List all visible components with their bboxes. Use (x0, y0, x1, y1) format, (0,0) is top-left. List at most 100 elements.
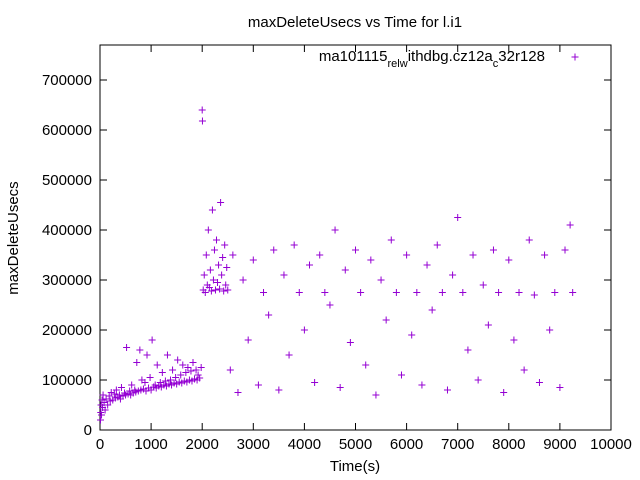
data-point (311, 379, 319, 386)
data-point (148, 336, 156, 344)
data-point (428, 306, 436, 314)
y-tick-label: 300000 (42, 272, 92, 289)
data-point (216, 285, 224, 293)
data-point (377, 276, 385, 284)
data-point (408, 331, 416, 339)
x-tick-label: 5000 (339, 436, 372, 453)
data-point (515, 289, 523, 296)
data-point (204, 226, 212, 234)
data-point (104, 401, 112, 409)
x-axis-title: Time(s) (330, 458, 380, 475)
data-point (101, 406, 109, 414)
data-point (535, 379, 543, 386)
data-point (331, 226, 339, 234)
data-point (260, 289, 268, 296)
data-point (226, 366, 234, 374)
data-point (123, 344, 131, 351)
data-point (249, 256, 257, 264)
data-point (182, 369, 190, 376)
data-point (201, 289, 209, 296)
data-point (209, 276, 217, 284)
data-point (222, 281, 230, 289)
data-point (215, 261, 223, 269)
legend-marker-plus-icon (571, 53, 579, 61)
data-point (210, 246, 218, 254)
data-point (234, 389, 242, 396)
data-point (133, 359, 141, 366)
data-point (367, 256, 375, 264)
x-tick-label: 2000 (186, 436, 219, 453)
data-point (265, 311, 273, 319)
data-point (172, 374, 180, 381)
y-tick-label: 100000 (42, 372, 92, 389)
data-point (239, 276, 247, 284)
data-point (280, 271, 288, 279)
x-tick-label: 9000 (543, 436, 576, 453)
data-point (505, 256, 513, 264)
data-point (153, 361, 161, 369)
data-point (423, 261, 431, 269)
data-point (115, 391, 123, 399)
data-point (126, 387, 134, 395)
legend-label-part: rel (388, 58, 400, 70)
data-point (469, 251, 477, 259)
y-tick-label: 0 (84, 422, 92, 439)
data-point (97, 416, 105, 424)
data-point (316, 251, 324, 259)
data-point (546, 326, 554, 334)
data-point (520, 366, 528, 374)
data-point (206, 266, 214, 274)
data-point (326, 301, 334, 309)
data-point (392, 289, 400, 296)
data-point (196, 374, 204, 382)
data-point (136, 346, 144, 354)
data-point (141, 379, 149, 386)
data-markers (97, 106, 577, 424)
data-point (107, 389, 115, 396)
legend-label-part: ithdbg.cz12a (408, 48, 494, 65)
data-point (187, 367, 195, 375)
data-point (357, 289, 365, 296)
data-point (382, 316, 390, 324)
data-point (167, 376, 175, 384)
data-point (403, 251, 411, 259)
data-point (224, 286, 232, 294)
data-point (525, 236, 533, 244)
y-axis-title: maxDeleteUsecs (5, 181, 22, 294)
axis-ticks: 0 1000 2000 3000 4000 5000 6000 7000 8000 9000 100… (42, 45, 632, 453)
data-point (489, 246, 497, 254)
data-point (551, 289, 559, 296)
data-point (464, 346, 472, 354)
chart-title: maxDeleteUsecs vs Time for l.i1 (248, 14, 462, 31)
data-point (556, 384, 564, 391)
data-point (207, 287, 215, 295)
x-tick-label: 0 (96, 436, 104, 453)
data-point (295, 289, 303, 296)
data-point (102, 395, 110, 403)
legend-label-part: ma101115 (319, 48, 388, 65)
data-point (156, 379, 164, 386)
data-point (163, 351, 171, 359)
data-point (397, 371, 405, 379)
data-point (169, 366, 177, 374)
data-point (306, 261, 314, 269)
data-point (413, 289, 421, 296)
data-point (290, 241, 298, 249)
data-point (174, 356, 182, 364)
data-point (484, 321, 492, 329)
data-point (372, 391, 380, 399)
data-point (197, 364, 205, 371)
data-point (443, 386, 451, 394)
data-point (346, 339, 354, 346)
data-point (184, 364, 192, 371)
data-point (254, 381, 262, 389)
data-point (151, 381, 159, 389)
x-tick-label: 8000 (492, 436, 525, 453)
y-tick-label: 200000 (42, 322, 92, 339)
legend-label-part: 32r128 (498, 48, 545, 65)
data-point (220, 287, 228, 295)
data-point (459, 289, 467, 296)
data-point (214, 279, 222, 286)
x-tick-label: 4000 (288, 436, 321, 453)
